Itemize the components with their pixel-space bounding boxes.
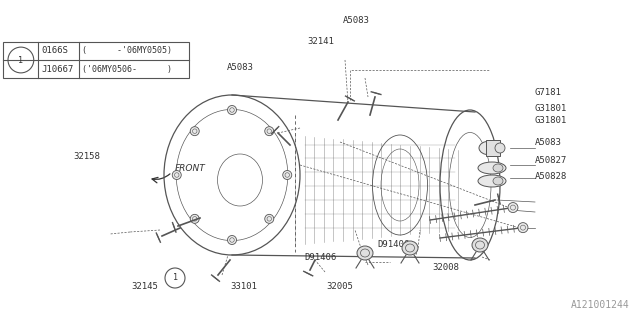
- Ellipse shape: [472, 238, 488, 252]
- Text: A50827: A50827: [534, 156, 566, 164]
- Text: A5083: A5083: [534, 138, 561, 147]
- Circle shape: [518, 223, 528, 233]
- Text: 32141: 32141: [307, 37, 334, 46]
- Ellipse shape: [478, 175, 506, 187]
- Text: (      -'06MY0505): ( -'06MY0505): [82, 46, 172, 55]
- Text: A121001244: A121001244: [572, 300, 630, 310]
- Text: G7181: G7181: [534, 88, 561, 97]
- Text: 33101: 33101: [230, 282, 257, 291]
- Text: G31801: G31801: [534, 116, 566, 124]
- Text: A5083: A5083: [342, 16, 369, 25]
- Circle shape: [172, 171, 181, 180]
- Text: D91406: D91406: [304, 253, 336, 262]
- Text: 1: 1: [19, 55, 24, 65]
- Circle shape: [227, 236, 237, 244]
- Text: 32145: 32145: [131, 282, 158, 291]
- Circle shape: [283, 171, 292, 180]
- Text: ('06MY0506-      ): ('06MY0506- ): [82, 65, 172, 74]
- Ellipse shape: [493, 164, 503, 172]
- Ellipse shape: [495, 143, 505, 153]
- Circle shape: [227, 106, 237, 115]
- Text: D91406: D91406: [378, 240, 410, 249]
- Text: 1: 1: [173, 274, 177, 283]
- Ellipse shape: [478, 162, 506, 174]
- Circle shape: [190, 214, 199, 223]
- Text: A5083: A5083: [227, 63, 254, 72]
- Text: G31801: G31801: [534, 104, 566, 113]
- Text: J10667: J10667: [41, 65, 74, 74]
- Text: A50828: A50828: [534, 172, 566, 180]
- Text: 32008: 32008: [432, 263, 459, 272]
- Ellipse shape: [479, 141, 501, 155]
- Circle shape: [265, 214, 274, 223]
- Ellipse shape: [357, 246, 373, 260]
- Text: FRONT: FRONT: [175, 164, 205, 172]
- Circle shape: [265, 127, 274, 136]
- FancyBboxPatch shape: [486, 140, 500, 156]
- Ellipse shape: [402, 241, 418, 255]
- Ellipse shape: [493, 177, 503, 185]
- Circle shape: [508, 203, 518, 212]
- Text: 0166S: 0166S: [41, 46, 68, 55]
- Text: 32158: 32158: [74, 152, 100, 161]
- Circle shape: [190, 127, 199, 136]
- Text: 32005: 32005: [326, 282, 353, 291]
- Bar: [3, 42, 189, 78]
